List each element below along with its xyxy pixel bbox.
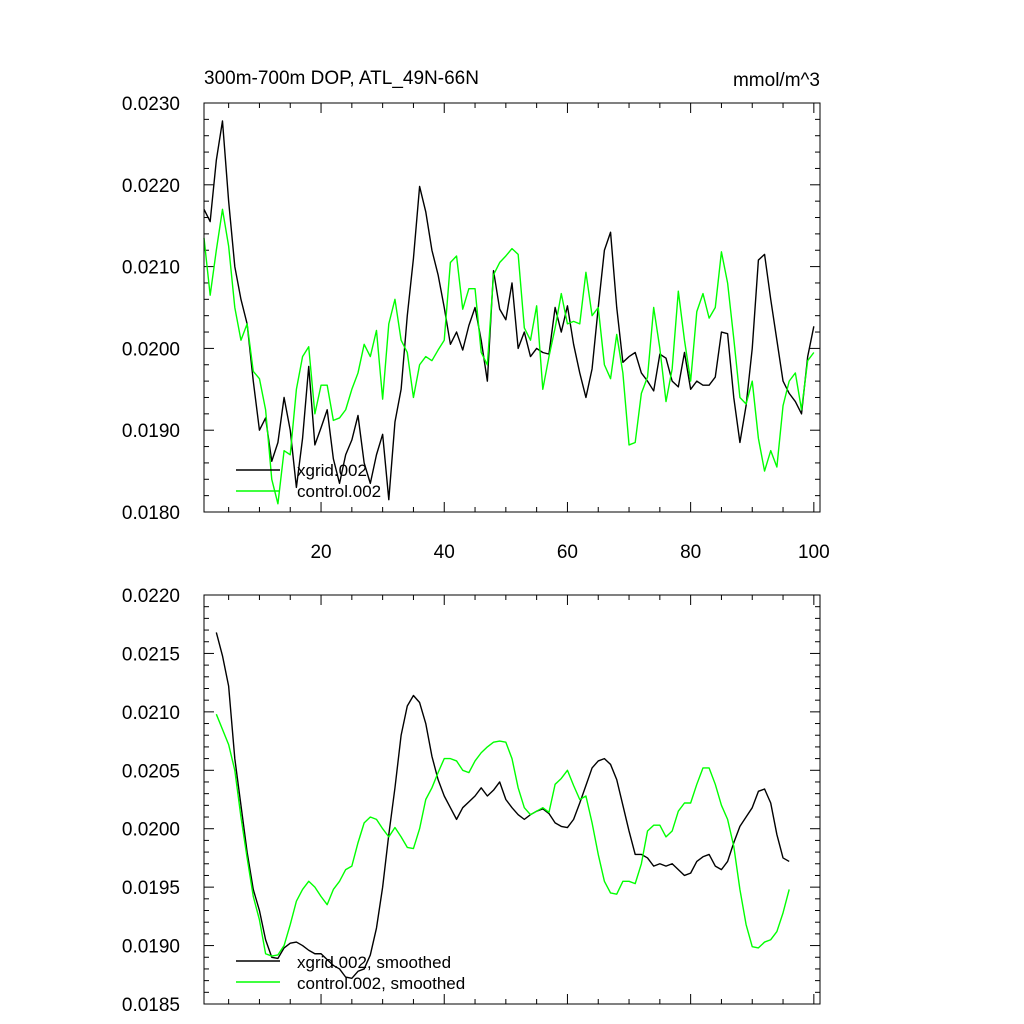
- top-legend-label-control: control.002: [297, 482, 381, 501]
- top-legend: xgrid.002 control.002: [236, 461, 381, 501]
- bottom-series-line-control: [215, 713, 790, 957]
- top-chart-title: 300m-700m DOP, ATL_49N-66N: [204, 68, 479, 89]
- top-ytick-label: 0.0180: [122, 503, 180, 524]
- top-xtick-label: 100: [798, 542, 830, 563]
- top-ytick-label: 0.0230: [122, 94, 180, 115]
- bottom-legend-label-control: control.002, smoothed: [297, 974, 465, 993]
- bottom-series-line-xgrid: [215, 632, 790, 979]
- top-series-line-control: [203, 208, 815, 505]
- top-ytick-label: 0.0220: [122, 176, 180, 197]
- top-legend-label-xgrid: xgrid.002: [297, 461, 367, 480]
- top-xtick-label: 60: [557, 542, 578, 563]
- bottom-ytick-label: 0.0205: [122, 761, 180, 782]
- bottom-legend: xgrid.002, smoothed control.002, smoothe…: [236, 953, 465, 993]
- bottom-ytick-label: 0.0220: [122, 586, 180, 607]
- bottom-panel: 0.0185 0.0190 0.0195 0.0200 0.0205 0.0210 0.02…: [122, 586, 821, 1016]
- top-series-line-xgrid: [203, 120, 815, 501]
- top-ytick-label: 0.0200: [122, 339, 180, 360]
- bottom-ytick-label: 0.0195: [122, 878, 180, 899]
- bottom-ytick-label: 0.0190: [122, 937, 180, 958]
- top-xtick-label: 20: [310, 542, 331, 563]
- bottom-ticks: 0.0185 0.0190 0.0195 0.0200 0.0205 0.0210 0.02…: [122, 586, 820, 1016]
- top-lines: [203, 120, 815, 505]
- bottom-ytick-label: 0.0210: [122, 703, 180, 724]
- bottom-lines: [215, 632, 790, 979]
- bottom-legend-label-xgrid: xgrid.002, smoothed: [297, 953, 451, 972]
- top-ytick-label: 0.0190: [122, 421, 180, 442]
- bottom-ytick-label: 0.0200: [122, 820, 180, 841]
- top-xtick-label: 80: [680, 542, 701, 563]
- top-plot-frame: [203, 102, 821, 513]
- bottom-plot-frame: [203, 594, 821, 1005]
- top-chart-units: mmol/m^3: [733, 70, 820, 91]
- top-ticks: 0.0180 0.0190 0.0200 0.0210 0.0220 0.0230 20 40…: [122, 94, 830, 563]
- bottom-ytick-label: 0.0185: [122, 995, 180, 1016]
- top-panel: 300m-700m DOP, ATL_49N-66N mmol/m^3 0.01…: [122, 68, 830, 563]
- top-xtick-label: 40: [434, 542, 455, 563]
- top-ytick-label: 0.0210: [122, 258, 180, 279]
- bottom-ytick-label: 0.0215: [122, 644, 180, 665]
